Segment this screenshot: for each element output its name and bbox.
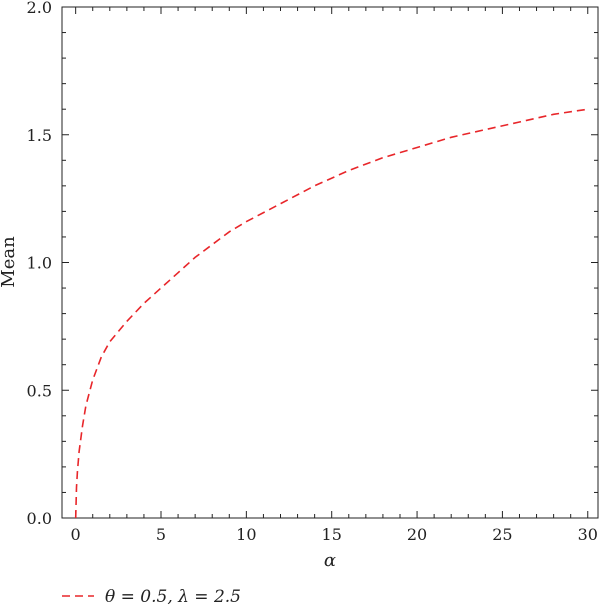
legend-label: θ = 0.5, λ = 2.5 — [105, 587, 241, 607]
x-axis-title: α — [324, 550, 336, 571]
legend: θ = 0.5, λ = 2.5 — [62, 587, 241, 607]
x-tick-label: 15 — [322, 525, 342, 544]
axis-ticks — [62, 6, 598, 519]
series-line — [74, 108, 588, 519]
x-tick-label: 10 — [236, 525, 256, 544]
y-axis-title: Mean — [0, 236, 19, 288]
plot-frame — [61, 6, 599, 519]
y-tick-label: 2.0 — [27, 0, 52, 17]
x-tick-label: 5 — [156, 525, 166, 544]
y-tick-label: 1.0 — [27, 254, 52, 273]
x-tick-label: 0 — [71, 525, 81, 544]
x-tick-label: 20 — [407, 525, 427, 544]
y-tick-labels: 0.0 0.5 1.0 1.5 2.0 — [27, 0, 52, 528]
y-tick-label: 0.5 — [27, 381, 52, 400]
x-tick-label: 30 — [578, 525, 598, 544]
x-tick-labels: 0 5 10 15 20 25 30 — [71, 525, 598, 544]
x-tick-label: 25 — [492, 525, 512, 544]
y-tick-label: 1.5 — [27, 126, 52, 145]
y-tick-label: 0.0 — [27, 509, 52, 528]
